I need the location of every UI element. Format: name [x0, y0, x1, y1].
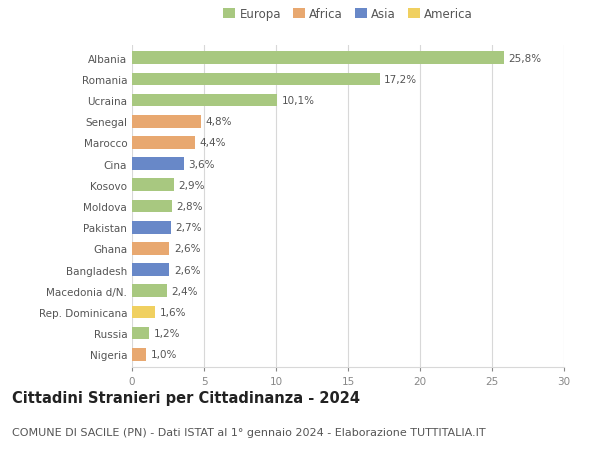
Text: Cittadini Stranieri per Cittadinanza - 2024: Cittadini Stranieri per Cittadinanza - 2… — [12, 390, 360, 405]
Text: 10,1%: 10,1% — [282, 96, 315, 106]
Bar — [132, 116, 201, 129]
Bar — [132, 95, 277, 107]
Bar — [132, 348, 146, 361]
Legend: Europa, Africa, Asia, America: Europa, Africa, Asia, America — [218, 4, 478, 26]
Text: 2,7%: 2,7% — [175, 223, 202, 233]
Text: COMUNE DI SACILE (PN) - Dati ISTAT al 1° gennaio 2024 - Elaborazione TUTTITALIA.: COMUNE DI SACILE (PN) - Dati ISTAT al 1°… — [12, 427, 485, 437]
Text: 2,9%: 2,9% — [178, 180, 205, 190]
Bar — [132, 52, 503, 65]
Bar — [132, 221, 171, 234]
Text: 2,4%: 2,4% — [171, 286, 197, 296]
Text: 4,4%: 4,4% — [200, 138, 226, 148]
Text: 2,8%: 2,8% — [176, 202, 203, 212]
Text: 2,6%: 2,6% — [174, 265, 200, 275]
Bar — [132, 327, 149, 340]
Text: 1,2%: 1,2% — [154, 328, 180, 338]
Text: 1,6%: 1,6% — [160, 307, 186, 317]
Bar — [132, 263, 169, 276]
Text: 25,8%: 25,8% — [508, 54, 541, 64]
Bar — [132, 200, 172, 213]
Text: 2,6%: 2,6% — [174, 244, 200, 254]
Bar — [132, 285, 167, 297]
Bar — [132, 158, 184, 171]
Bar — [132, 137, 196, 150]
Bar — [132, 306, 155, 319]
Bar — [132, 73, 380, 86]
Bar — [132, 242, 169, 255]
Bar — [132, 179, 174, 192]
Text: 3,6%: 3,6% — [188, 159, 215, 169]
Text: 4,8%: 4,8% — [205, 117, 232, 127]
Text: 17,2%: 17,2% — [384, 75, 417, 85]
Text: 1,0%: 1,0% — [151, 349, 177, 359]
